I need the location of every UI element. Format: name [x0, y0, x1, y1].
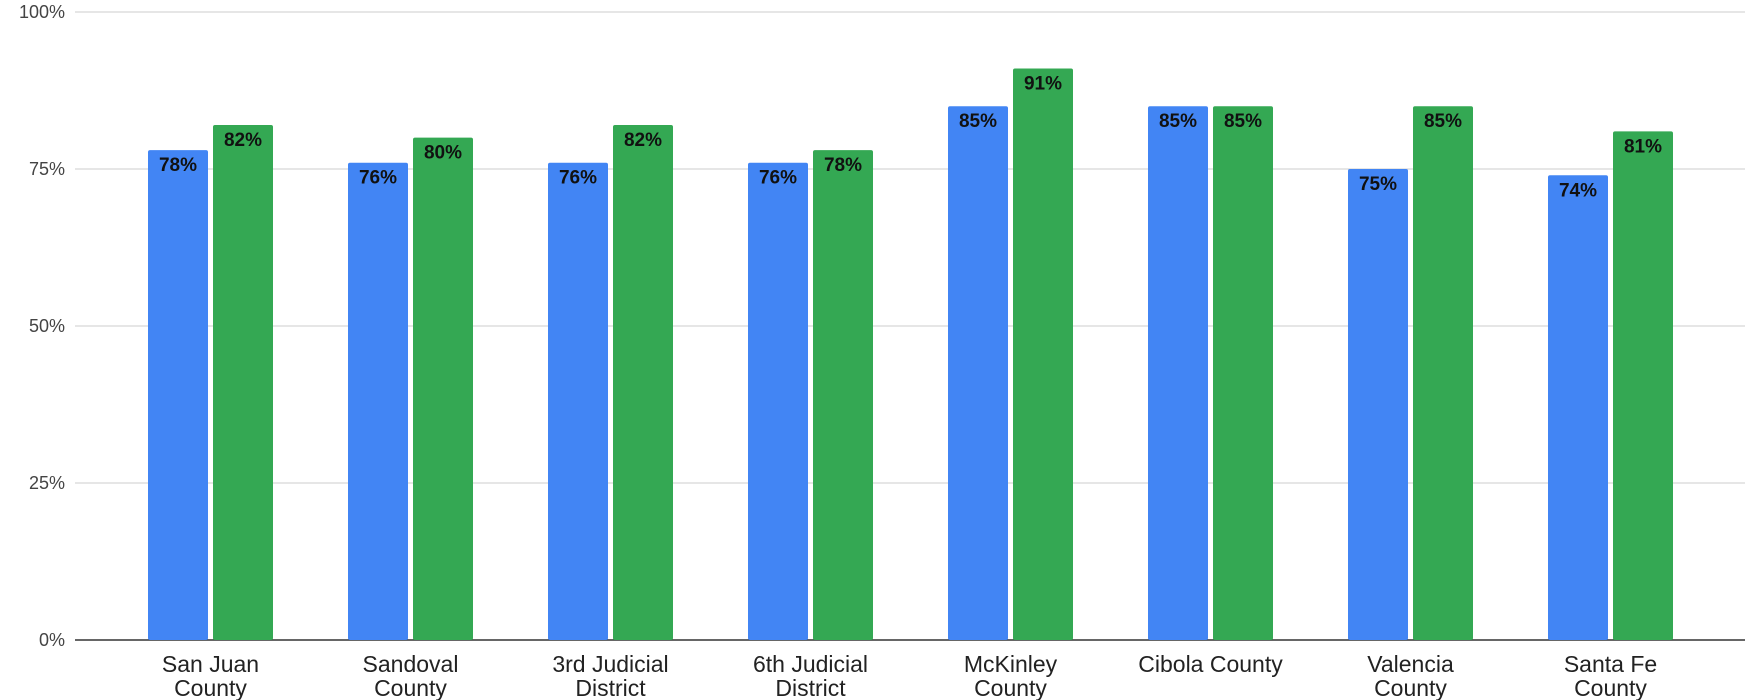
x-category-label: County	[374, 675, 447, 700]
y-tick-label: 100%	[19, 2, 65, 22]
x-category-label: Santa Fe	[1564, 651, 1657, 677]
y-tick-label: 0%	[39, 630, 65, 650]
bar-series-1	[948, 106, 1008, 640]
bar-series-2	[813, 150, 873, 640]
bar-series-2	[413, 137, 473, 640]
data-label: 82%	[224, 130, 262, 151]
data-label: 91%	[1024, 74, 1062, 95]
y-tick-label: 25%	[29, 473, 65, 493]
data-label: 85%	[1424, 111, 1462, 132]
data-label: 78%	[824, 155, 862, 176]
bar-series-1	[548, 162, 608, 640]
data-label: 85%	[959, 111, 997, 132]
x-category-label: San Juan	[162, 651, 259, 677]
bar-series-1	[748, 162, 808, 640]
data-label: 85%	[1159, 111, 1197, 132]
data-label: 85%	[1224, 111, 1262, 132]
data-label: 75%	[1359, 174, 1397, 195]
x-category-label: County	[1574, 675, 1647, 700]
bar-series-1	[1548, 175, 1608, 640]
x-category-label: Valencia	[1367, 651, 1454, 677]
bar-series-2	[613, 125, 673, 641]
y-tick-label: 50%	[29, 316, 65, 336]
bar-series-1	[148, 150, 208, 640]
bar-series-2	[1613, 131, 1673, 640]
data-label: 82%	[624, 130, 662, 151]
bar-series-2	[1213, 106, 1273, 640]
data-label: 81%	[1624, 136, 1662, 157]
x-category-label: District	[575, 675, 646, 700]
data-label: 76%	[559, 168, 597, 189]
x-category-label: County	[1374, 675, 1447, 700]
y-tick-label: 75%	[29, 159, 65, 179]
data-label: 76%	[759, 168, 797, 189]
x-category-label: County	[974, 675, 1047, 700]
x-category-label: McKinley	[964, 651, 1058, 677]
data-label: 76%	[359, 168, 397, 189]
bar-series-1	[1348, 169, 1408, 640]
data-label: 78%	[159, 155, 197, 176]
x-category-label: 6th Judicial	[753, 651, 868, 677]
x-category-label: Cibola County	[1138, 651, 1283, 677]
x-category-label: District	[775, 675, 846, 700]
bar-series-1	[1148, 106, 1208, 640]
x-category-label: 3rd Judicial	[552, 651, 668, 677]
x-category-label: Sandoval	[363, 651, 459, 677]
data-label: 74%	[1559, 180, 1597, 201]
bar-series-2	[213, 125, 273, 641]
bar-series-2	[1413, 106, 1473, 640]
data-label: 80%	[424, 143, 462, 164]
bar-series-2	[1013, 68, 1073, 640]
x-category-label: County	[174, 675, 247, 700]
bar-series-1	[348, 162, 408, 640]
